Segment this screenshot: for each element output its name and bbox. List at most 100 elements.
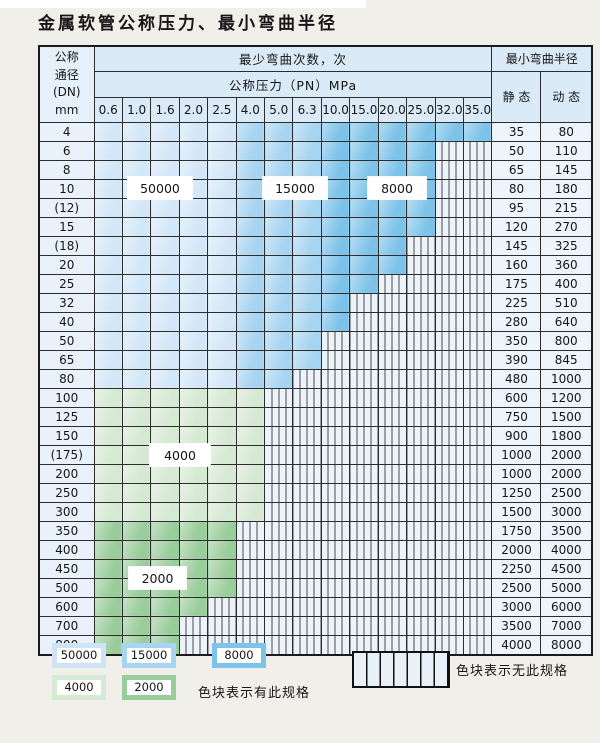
dynamic-radius-cell: 2500	[540, 482, 593, 503]
cycle-cell	[93, 254, 123, 275]
table-row: (12) 95 215	[38, 197, 593, 218]
no-spec-cell	[292, 558, 322, 579]
no-spec-cell	[292, 539, 322, 560]
no-spec-cell	[292, 577, 322, 598]
cycle-cell	[320, 121, 351, 142]
no-spec-cell	[462, 254, 493, 275]
no-spec-cell	[178, 615, 209, 636]
pressure-header: 1.6	[150, 96, 180, 123]
dn-cell: (175)	[38, 444, 95, 465]
no-spec-cell	[434, 216, 464, 237]
no-spec-cell	[434, 463, 464, 484]
cycle-cell	[121, 140, 152, 161]
no-spec-cell	[292, 406, 322, 427]
no-spec-cell	[349, 520, 379, 541]
cycle-cell	[207, 501, 237, 522]
static-radius-cell: 350	[491, 330, 542, 351]
cycle-cell	[121, 425, 152, 446]
static-radius-cell: 2500	[491, 577, 542, 598]
pressure-header: 1.0	[121, 96, 152, 123]
no-spec-cell	[349, 634, 379, 655]
no-spec-cell	[349, 501, 379, 522]
cycle-cell	[207, 121, 237, 142]
dynamic-header: 动 态	[540, 70, 593, 123]
dn-cell: 125	[38, 406, 95, 427]
cycle-cell	[292, 216, 322, 237]
cycle-cell	[121, 501, 152, 522]
dynamic-radius-cell: 1000	[540, 368, 593, 389]
cycle-cell	[150, 216, 180, 237]
cycle-cell	[150, 406, 180, 427]
cycle-cell	[292, 292, 322, 313]
cycle-cell	[178, 121, 209, 142]
no-spec-cell	[235, 539, 266, 560]
no-spec-cell	[349, 577, 379, 598]
no-spec-cell	[377, 387, 408, 408]
cycle-cell	[178, 311, 209, 332]
cycle-cell	[93, 615, 123, 636]
dynamic-radius-cell: 5000	[540, 577, 593, 598]
no-spec-cell	[264, 425, 294, 446]
no-spec-cell	[264, 558, 294, 579]
dynamic-radius-cell: 510	[540, 292, 593, 313]
table-row: 400 2000 4000	[38, 539, 593, 560]
dn-cell: (12)	[38, 197, 95, 218]
no-spec-cell	[320, 539, 351, 560]
table-row: 350 1750 3500	[38, 520, 593, 541]
no-spec-cell	[320, 444, 351, 465]
dn-corner-line: 通径	[54, 67, 79, 82]
cycle-cell	[377, 140, 408, 161]
no-spec-cell	[377, 311, 408, 332]
no-spec-cell	[462, 444, 493, 465]
cycle-cell	[178, 349, 209, 370]
no-spec-cell	[377, 615, 408, 636]
dynamic-radius-cell: 1800	[540, 425, 593, 446]
no-spec-cell	[434, 406, 464, 427]
static-radius-cell: 3500	[491, 615, 542, 636]
cycle-cell	[207, 159, 237, 180]
cycle-cell	[320, 140, 351, 161]
no-spec-cell	[406, 596, 436, 617]
no-spec-cell	[434, 539, 464, 560]
cycle-cell	[178, 501, 209, 522]
page-title: 金属软管公称压力、最小弯曲半径	[38, 14, 338, 34]
cycle-cell	[349, 216, 379, 237]
no-spec-cell	[377, 539, 408, 560]
cycle-cell	[121, 406, 152, 427]
cycle-cell	[93, 558, 123, 579]
static-radius-cell: 95	[491, 197, 542, 218]
cycle-cell	[320, 235, 351, 256]
no-spec-cell	[349, 482, 379, 503]
cycle-cell	[121, 273, 152, 294]
cycle-cell	[349, 235, 379, 256]
cycle-cell	[264, 273, 294, 294]
dn-cell: 80	[38, 368, 95, 389]
no-spec-cell	[264, 387, 294, 408]
no-spec-cell	[462, 425, 493, 446]
dn-cell: 300	[38, 501, 95, 522]
no-spec-cell	[264, 596, 294, 617]
cycle-cell	[178, 596, 209, 617]
no-spec-cell	[292, 387, 322, 408]
cycle-cell	[235, 273, 266, 294]
pressure-header: 35.0	[462, 96, 493, 123]
dn-cell: 250	[38, 482, 95, 503]
no-spec-cell	[462, 596, 493, 617]
no-spec-cell	[462, 539, 493, 560]
cycle-cell	[207, 368, 237, 389]
cycle-cell	[406, 140, 436, 161]
static-radius-cell: 160	[491, 254, 542, 275]
static-radius-cell: 1750	[491, 520, 542, 541]
cycle-cell	[320, 216, 351, 237]
cycle-cell	[320, 273, 351, 294]
no-spec-cell	[264, 482, 294, 503]
cycle-cell	[150, 520, 180, 541]
no-spec-cell	[235, 520, 266, 541]
no-spec-cell	[434, 292, 464, 313]
cycle-cell	[264, 254, 294, 275]
legend-swatch-8000: 8000	[212, 643, 266, 668]
table-row: 500 2500 5000	[38, 577, 593, 598]
cycle-cell	[235, 311, 266, 332]
no-spec-cell	[320, 558, 351, 579]
no-spec-cell	[462, 387, 493, 408]
